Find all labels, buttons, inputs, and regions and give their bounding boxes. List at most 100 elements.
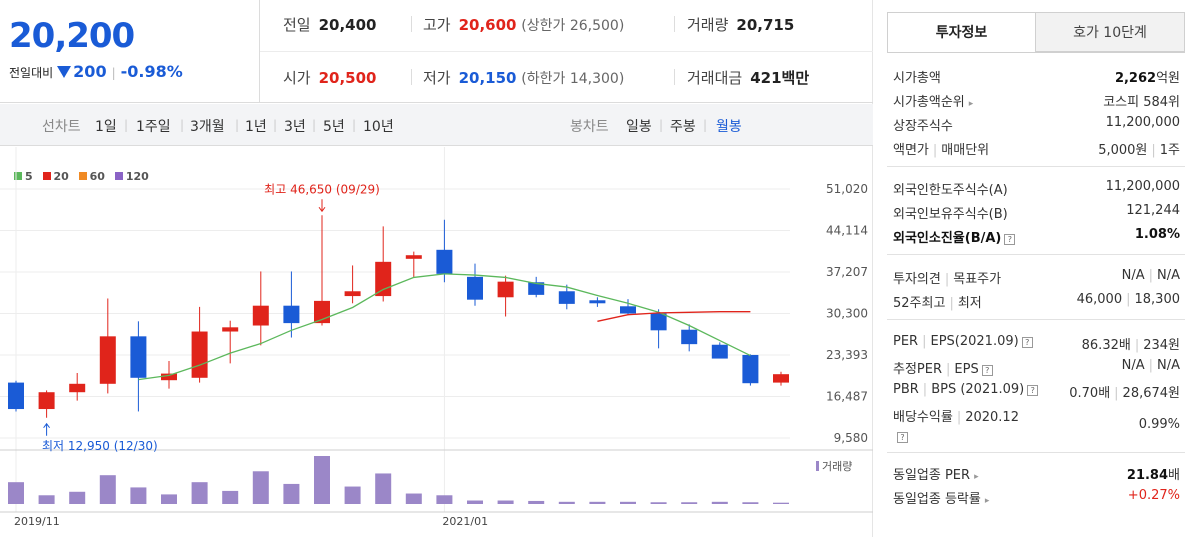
volume-bar xyxy=(283,483,300,504)
candle-body xyxy=(589,300,606,304)
candle-body xyxy=(558,291,575,304)
volume-bar xyxy=(405,493,422,504)
y-tick-label: 16,487 xyxy=(826,389,868,403)
max-arrow-icon xyxy=(318,199,326,213)
candle-body xyxy=(161,373,177,381)
candle-body xyxy=(528,282,545,295)
volume: 거래량 20,715 xyxy=(687,16,795,34)
change-label: 전일대비 xyxy=(9,66,54,80)
period-1y[interactable]: 1년 xyxy=(245,119,267,135)
ma5-line xyxy=(138,273,751,381)
chevron-right-icon: ▸ xyxy=(984,496,990,506)
legend-swatch-ma5 xyxy=(14,172,22,180)
candle-body xyxy=(436,249,453,274)
prev-close: 전일 20,400 xyxy=(283,16,377,34)
ma-legend: 5 20 60 120 xyxy=(8,170,149,183)
candle-body xyxy=(650,313,667,331)
open-price: 시가 20,500 xyxy=(283,69,377,87)
period-bar: 선차트 1일 | 1주일 | 3개월 | 1년 | 3년 | 5년 | 10년 … xyxy=(0,104,873,146)
chevron-right-icon: ▸ xyxy=(968,99,974,109)
change-percent: -0.98% xyxy=(120,62,183,81)
price-change: 전일대비 200 | -0.98% xyxy=(9,62,183,81)
legend-ma20: 20 xyxy=(53,170,69,183)
period-monthly[interactable]: 월봉 xyxy=(716,119,742,135)
tab-invest-info[interactable]: 투자정보 xyxy=(887,12,1036,52)
help-icon[interactable]: ? xyxy=(897,432,908,443)
volume-bar xyxy=(222,490,239,504)
candle-body xyxy=(497,281,514,298)
volume-bar xyxy=(252,471,269,504)
period-10y[interactable]: 10년 xyxy=(363,119,394,135)
volume-bar xyxy=(314,456,330,504)
trade-amount: 거래대금 421백만 xyxy=(687,69,810,87)
candle-body xyxy=(69,383,86,393)
legend-ma5: 5 xyxy=(25,170,33,183)
candle-body xyxy=(38,392,55,410)
candle-body xyxy=(344,291,361,297)
low-price: 저가 20,150 (하한가 14,300) xyxy=(423,69,625,87)
candle-body xyxy=(773,374,789,383)
candle-body xyxy=(620,306,636,314)
volume-bar xyxy=(773,502,789,504)
volume-bar xyxy=(8,482,24,504)
candle-body xyxy=(222,327,239,332)
candle-body xyxy=(405,255,422,259)
volume-bar xyxy=(375,473,392,504)
period-daily[interactable]: 일봉 xyxy=(626,119,652,135)
volume-bar xyxy=(681,502,698,504)
y-tick-label: 44,114 xyxy=(826,223,868,237)
period-1d[interactable]: 1일 xyxy=(95,119,117,135)
tab-order-book[interactable]: 호가 10단계 xyxy=(1035,12,1185,52)
help-icon[interactable]: ? xyxy=(1027,385,1039,396)
candle-body xyxy=(467,276,483,300)
down-triangle-icon xyxy=(57,66,72,78)
legend-ma60: 60 xyxy=(89,170,105,183)
invest-info-panel: 투자정보 호가 10단계 시가총액 2,262억원 시가총액순위 ▸ 코스피 584위… xyxy=(887,12,1185,507)
stock-chart-panel: 20,200 전일대비 200 | -0.98% 전일 20,400 고가 20,600 … xyxy=(0,0,873,537)
price-box: 20,200 전일대비 200 | -0.98% xyxy=(0,0,260,103)
volume-bar xyxy=(742,502,759,504)
period-1w[interactable]: 1주일 xyxy=(136,119,171,135)
y-tick-label: 23,393 xyxy=(826,348,868,362)
y-tick-label: 37,207 xyxy=(826,265,868,279)
candle-body xyxy=(283,305,300,324)
period-3m[interactable]: 3개월 xyxy=(190,119,225,135)
period-weekly[interactable]: 주봉 xyxy=(670,119,696,135)
legend-ma120: 120 xyxy=(125,170,149,183)
y-tick-label: 51,020 xyxy=(826,182,868,196)
volume-bar xyxy=(558,501,575,504)
volume-bar xyxy=(467,500,483,504)
min-arrow-icon xyxy=(43,422,50,436)
period-3y[interactable]: 3년 xyxy=(284,119,306,135)
candlestick-chart: 5 20 60 120 51,020 44,114 37,207 30,300 23,3… xyxy=(0,147,873,537)
high-price: 고가 20,600 (상한가 26,500) xyxy=(423,16,625,34)
candle-body xyxy=(375,261,392,297)
candle-body xyxy=(99,336,116,384)
candle-chart-label: 봉차트 xyxy=(570,119,609,135)
legend-swatch-ma60 xyxy=(78,172,87,180)
y-tick-label: 30,300 xyxy=(826,307,868,321)
ma20-line xyxy=(597,311,751,322)
max-annotation: 최고 46,650 (09/29) xyxy=(264,182,380,196)
period-5y[interactable]: 5년 xyxy=(323,119,345,135)
help-icon[interactable]: ? xyxy=(1004,234,1016,245)
x-tick-label: 2019/11 xyxy=(14,515,60,528)
volume-bar xyxy=(69,491,86,504)
volume-bar xyxy=(528,500,545,504)
invest-info-table: 시가총액 2,262억원 시가총액순위 ▸ 코스피 584위 상장주식수 11,200,… xyxy=(887,52,1185,537)
volume-bar xyxy=(436,495,453,504)
volume-bar xyxy=(650,502,667,504)
candle-body xyxy=(681,329,698,345)
legend-swatch-ma120 xyxy=(114,172,123,180)
current-price: 20,200 xyxy=(9,16,135,56)
volume-bar xyxy=(99,475,116,504)
help-icon[interactable]: ? xyxy=(1021,337,1033,348)
chevron-right-icon: ▸ xyxy=(974,472,979,482)
min-annotation: 최저 12,950 (12/30) xyxy=(42,439,158,453)
help-icon[interactable]: ? xyxy=(981,365,993,376)
volume-bar xyxy=(711,501,728,504)
volume-bar xyxy=(589,501,606,504)
x-tick-label: 2021/01 xyxy=(442,515,488,528)
candle-body xyxy=(711,344,728,359)
candle-body xyxy=(8,382,24,410)
